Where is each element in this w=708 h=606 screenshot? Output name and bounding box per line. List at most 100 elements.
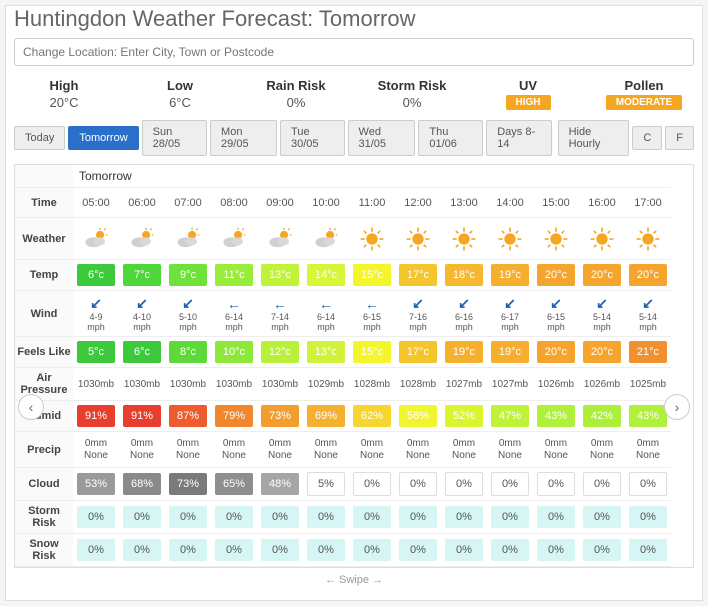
weather-icon-cell [625,218,671,260]
tab-wed-31-05[interactable]: Wed 31/05 [348,120,416,156]
weather-icon-cell [211,218,257,260]
feels-cell: 6°c [119,337,165,368]
tab-days-8-14[interactable]: Days 8-14 [486,120,551,156]
temp-cell: 6°c [73,260,119,291]
wind-cell: ↙5-14mph [625,291,671,337]
pressure-cell: 1030mb [73,368,119,401]
row-label-cloud: Cloud [15,468,73,501]
snow-cell: 0% [487,534,533,567]
precip-cell: 0mmNone [303,432,349,468]
weather-icon-cell [533,218,579,260]
snow-cell: 0% [349,534,395,567]
row-label-storm-risk: Storm Risk [15,501,73,534]
scroll-left-button[interactable]: ‹ [18,394,44,420]
tab-tomorrow[interactable]: Tomorrow [68,126,138,150]
forecast-grid: TomorrowTime05:0006:0007:0008:0009:0010:… [14,164,694,568]
weather-icon-cell [579,218,625,260]
tab-tue-30-05[interactable]: Tue 30/05 [280,120,345,156]
pressure-cell: 1028mb [395,368,441,401]
wind-cell: ↙5-10mph [165,291,211,337]
snow-cell: 0% [533,534,579,567]
summary-uv: UV HIGH [470,78,586,110]
feels-cell: 19°c [487,337,533,368]
page-title: Huntingdon Weather Forecast: Tomorrow [6,6,702,38]
row-label-weather: Weather [15,218,73,260]
wind-cell: ↙6-15mph [533,291,579,337]
summary-pollen: Pollen MODERATE [586,78,702,110]
feels-cell: 5°c [73,337,119,368]
wind-cell: ↙6-17mph [487,291,533,337]
summary-high: High 20°C [6,78,122,110]
humid-cell: 42% [579,401,625,432]
feels-cell: 15°c [349,337,395,368]
location-input[interactable] [14,38,694,66]
precip-cell: 0mmNone [257,432,303,468]
feels-cell: 20°c [579,337,625,368]
tab-c[interactable]: C [632,126,662,150]
wind-cell: ←6-14mph [211,291,257,337]
humid-cell: 43% [533,401,579,432]
summary-storm-risk: Storm Risk 0% [354,78,470,110]
time-cell: 08:00 [211,188,257,218]
time-cell: 09:00 [257,188,303,218]
tab-f[interactable]: F [665,126,694,150]
time-cell: 17:00 [625,188,671,218]
pressure-cell: 1026mb [579,368,625,401]
pressure-cell: 1029mb [303,368,349,401]
temp-cell: 7°c [119,260,165,291]
storm-cell: 0% [303,501,349,534]
pressure-cell: 1030mb [165,368,211,401]
storm-cell: 0% [165,501,211,534]
temp-cell: 19°c [487,260,533,291]
row-label-feels-like: Feels Like [15,337,73,368]
feels-cell: 20°c [533,337,579,368]
cloud-cell: 48% [257,468,303,501]
tab-today[interactable]: Today [14,126,65,150]
summary-row: High 20°C Low 6°C Rain Risk 0% Storm Ris… [6,74,702,120]
time-cell: 06:00 [119,188,165,218]
weather-icon-cell [257,218,303,260]
summary-rain-risk: Rain Risk 0% [238,78,354,110]
tab-thu-01-06[interactable]: Thu 01/06 [418,120,483,156]
row-label-time: Time [15,188,73,218]
cloud-cell: 53% [73,468,119,501]
forecast-container: Huntingdon Weather Forecast: Tomorrow Hi… [5,5,703,601]
temp-cell: 9°c [165,260,211,291]
weather-icon-cell [487,218,533,260]
tab-sun-28-05[interactable]: Sun 28/05 [142,120,207,156]
pressure-cell: 1028mb [349,368,395,401]
weather-icon-cell [119,218,165,260]
summary-low: Low 6°C [122,78,238,110]
time-cell: 12:00 [395,188,441,218]
storm-cell: 0% [441,501,487,534]
precip-cell: 0mmNone [487,432,533,468]
wind-cell: ↙5-14mph [579,291,625,337]
tab-mon-29-05[interactable]: Mon 29/05 [210,120,277,156]
cloud-cell: 0% [487,468,533,501]
cloud-cell: 65% [211,468,257,501]
time-cell: 11:00 [349,188,395,218]
temp-cell: 13°c [257,260,303,291]
cloud-cell: 0% [625,468,671,501]
snow-cell: 0% [165,534,211,567]
cloud-cell: 0% [579,468,625,501]
tab-hide-hourly[interactable]: Hide Hourly [558,120,630,156]
row-label-precip: Precip [15,432,73,468]
storm-cell: 0% [349,501,395,534]
weather-icon-cell [73,218,119,260]
feels-cell: 10°c [211,337,257,368]
feels-cell: 21°c [625,337,671,368]
storm-cell: 0% [119,501,165,534]
snow-cell: 0% [211,534,257,567]
temp-cell: 20°c [579,260,625,291]
snow-cell: 0% [625,534,671,567]
cloud-cell: 68% [119,468,165,501]
weather-icon-cell [395,218,441,260]
cloud-cell: 0% [395,468,441,501]
swipe-hint: ← Swipe → [14,568,694,592]
snow-cell: 0% [73,534,119,567]
humid-cell: 87% [165,401,211,432]
precip-cell: 0mmNone [73,432,119,468]
scroll-right-button[interactable]: › [664,394,690,420]
wind-cell: ←6-15mph [349,291,395,337]
